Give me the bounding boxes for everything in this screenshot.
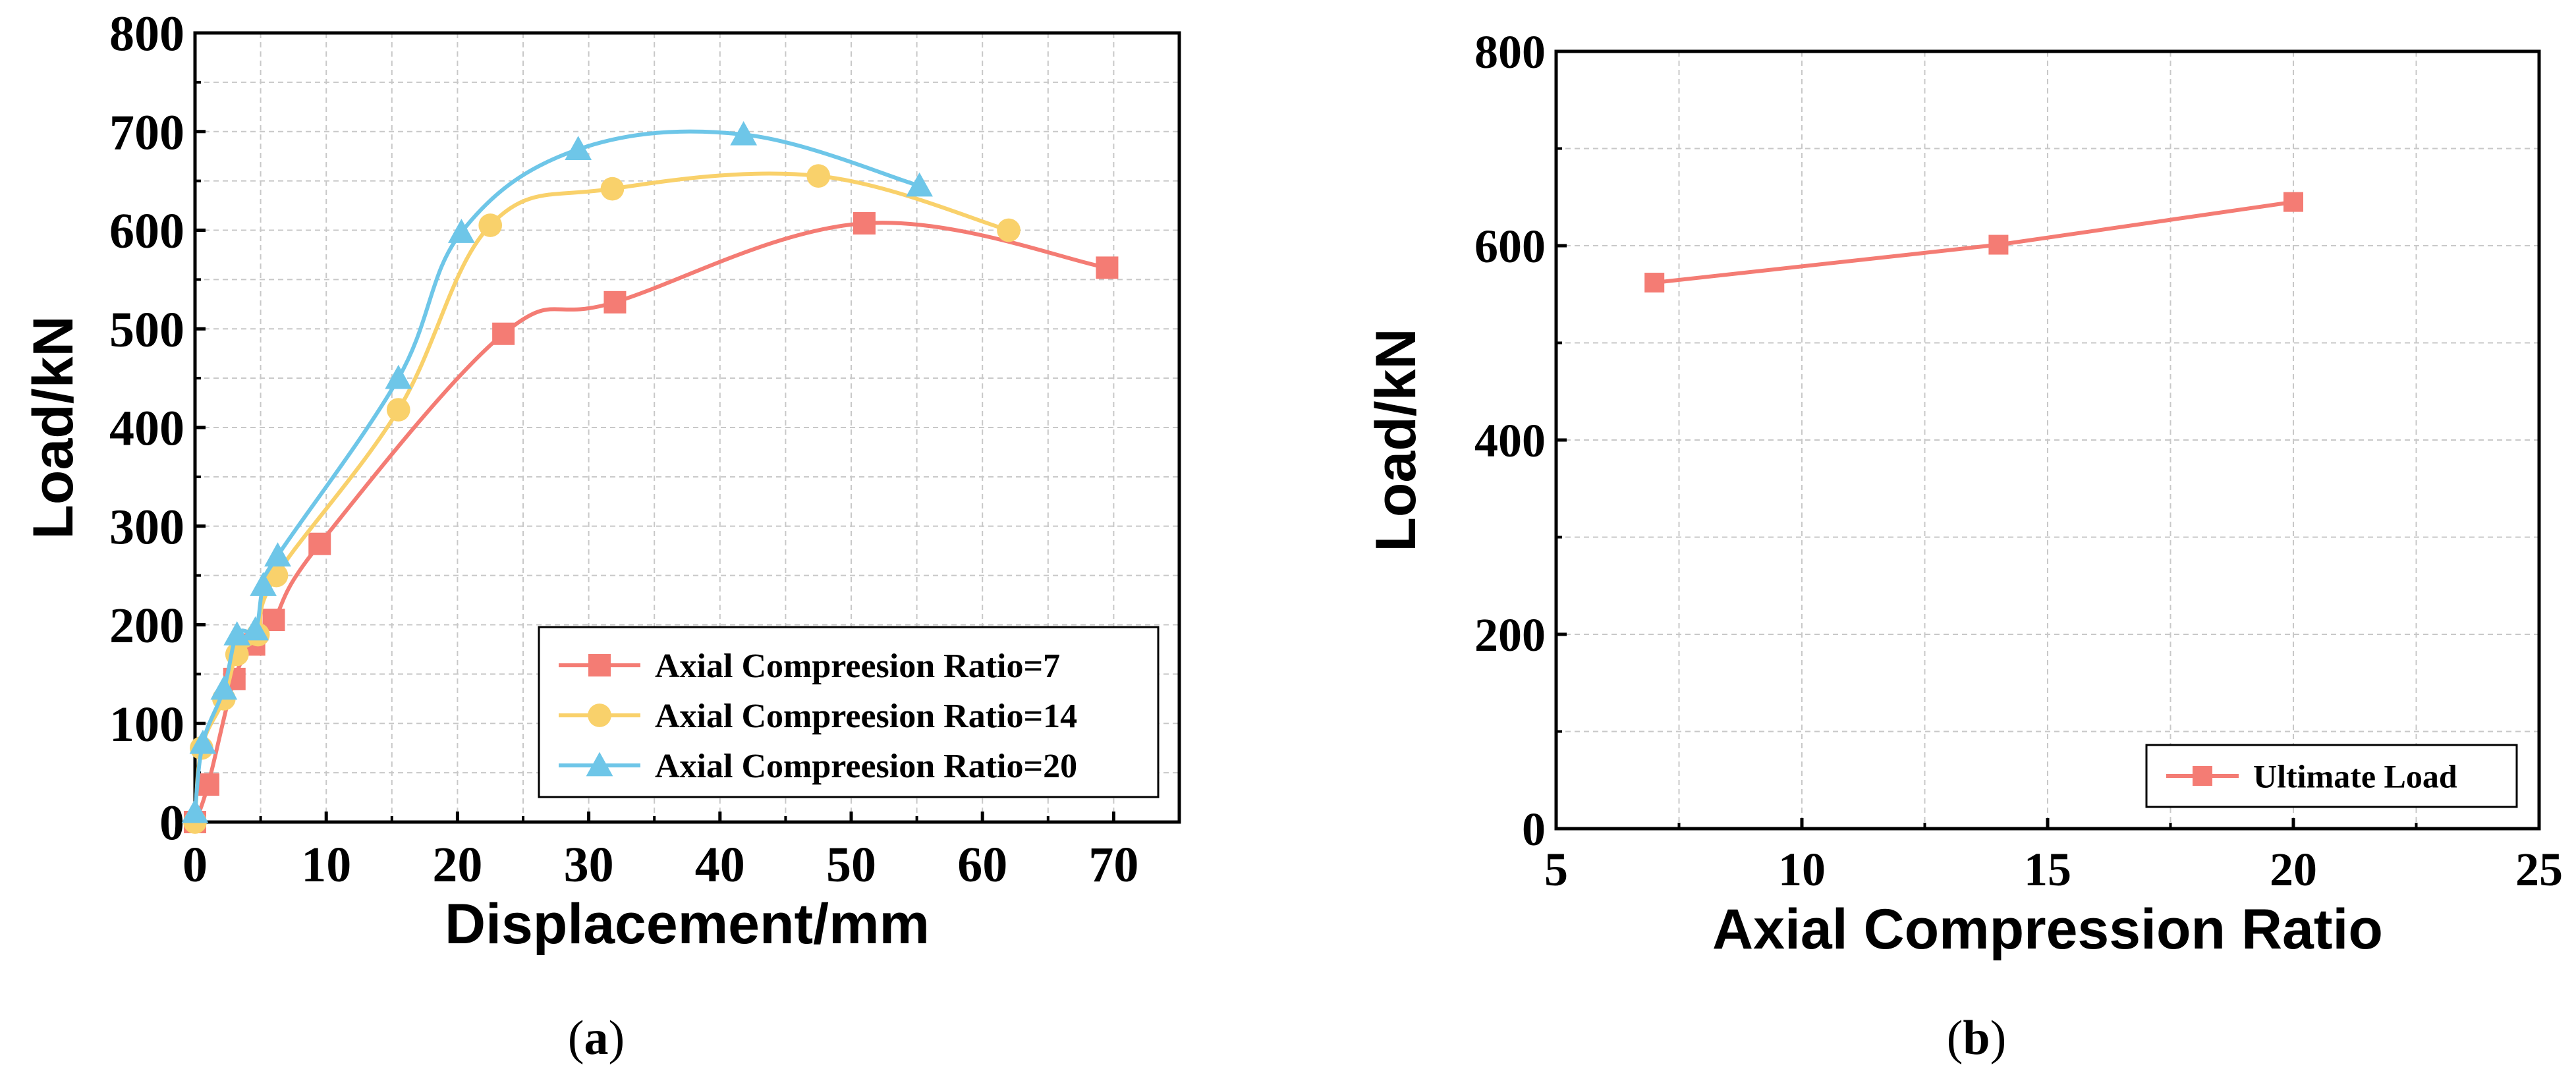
panel-a-load-displacement-chart: 0 10 20 30 40 50 60 700100200300400500600700800…: [22, 7, 1181, 1065]
legend-entry-label: Axial Compreesion Ratio=7: [655, 648, 1060, 685]
x-tick-label: 30: [564, 837, 614, 893]
legend: Ultimate Load: [2145, 744, 2518, 808]
y-tick-label: 100: [109, 697, 184, 752]
panel-caption: (a): [568, 1011, 625, 1065]
series-line: [1652, 200, 2295, 285]
data-point: [2283, 192, 2303, 212]
x-tick-label: 10: [301, 837, 351, 893]
legend-entry-label: Axial Compreesion Ratio=20: [655, 748, 1077, 785]
x-tick-label: 5: [1544, 843, 1568, 896]
y-axis-label: Load/kN: [1364, 328, 1428, 551]
series-1: [184, 212, 1119, 833]
panel-b-ultimate-load-chart: 5 10 15 20 25 0 200 400 600 800 Axial Compression …: [1364, 26, 2563, 1065]
x-tick-label: 15: [2024, 843, 2071, 896]
data-point: [1644, 273, 1665, 293]
data-point: [997, 218, 1021, 242]
y-tick-label: 200: [1474, 609, 1546, 661]
y-tick-label: 800: [109, 7, 184, 62]
legend: Axial Compreesion Ratio=7 Axial Compreesi…: [538, 626, 1160, 798]
y-tick-label: 400: [1474, 414, 1546, 467]
grid: [1556, 51, 2539, 829]
legend-swatch-marker: [588, 703, 611, 727]
data-point: [264, 542, 291, 566]
x-tick-label: 10: [1778, 843, 1826, 896]
y-tick-label: 200: [109, 598, 184, 653]
y-tick-label: 300: [109, 499, 184, 555]
y-tick-label: 0: [159, 796, 184, 851]
data-point: [189, 729, 217, 754]
x-tick-label: 0: [182, 837, 208, 893]
y-tick-label: 600: [1474, 220, 1546, 273]
legend-swatch-marker: [588, 654, 611, 676]
series-line: [193, 129, 922, 815]
legend-entry-label: Ultimate Load: [2253, 758, 2457, 795]
data-point: [600, 177, 625, 201]
series-1: [1644, 192, 2303, 293]
y-tick-label: 800: [1474, 26, 1546, 78]
data-point: [386, 398, 410, 422]
panel-caption: (b): [1947, 1011, 2006, 1065]
x-tick-label: 25: [2515, 843, 2563, 896]
data-point: [1988, 234, 2009, 255]
data-point: [308, 532, 331, 555]
data-point: [906, 172, 933, 197]
data-point: [806, 164, 831, 188]
data-point: [210, 675, 238, 700]
x-tick-label: 20: [2270, 843, 2317, 896]
x-axis-label: Axial Compression Ratio: [1712, 898, 2383, 961]
x-tick-label: 60: [957, 837, 1007, 893]
data-point: [853, 212, 876, 235]
x-tick-label: 40: [695, 837, 745, 893]
x-tick-label: 50: [826, 837, 876, 893]
y-tick-label: 0: [1522, 803, 1546, 856]
data-point: [447, 219, 475, 243]
data-point: [492, 322, 515, 345]
data-point: [196, 773, 219, 796]
y-tick-label: 500: [109, 302, 184, 358]
x-tick-label: 70: [1088, 837, 1138, 893]
y-tick-label: 400: [109, 401, 184, 456]
legend-box: [538, 626, 1160, 798]
y-tick-label: 600: [109, 204, 184, 259]
legend-swatch-marker: [2193, 766, 2212, 786]
data-point: [250, 572, 277, 596]
data-point: [242, 616, 269, 641]
data-point: [565, 136, 592, 161]
series-3: [181, 121, 933, 823]
data-point: [1096, 256, 1119, 279]
y-axis-label: Load/kN: [22, 316, 85, 539]
y-tick-label: 700: [109, 105, 184, 160]
legend-entry-label: Axial Compreesion Ratio=14: [655, 698, 1077, 735]
data-point: [603, 290, 627, 314]
x-axis-label: Displacement/mm: [445, 893, 930, 956]
x-tick-label: 20: [432, 837, 482, 893]
data-point: [385, 364, 412, 389]
data-point: [478, 213, 503, 237]
data-point: [730, 121, 758, 146]
data-point: [181, 798, 209, 823]
legend-swatch-marker: [586, 752, 613, 777]
ticks: 5 10 15 20 25 0 200 400 600 800: [1474, 26, 2563, 896]
